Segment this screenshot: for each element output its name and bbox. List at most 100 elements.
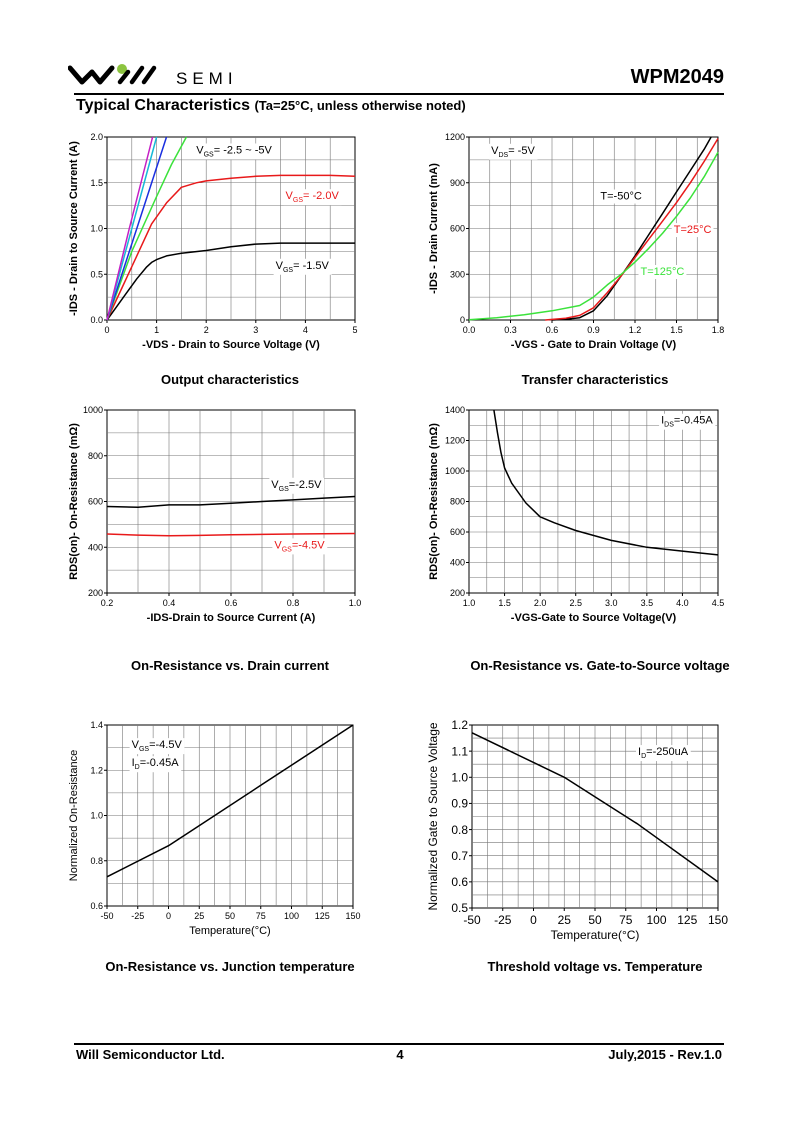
series-label: VGS= -1.5V bbox=[276, 260, 330, 274]
x-tick-label: 50 bbox=[225, 911, 235, 921]
x-tick-label: 3.5 bbox=[641, 598, 654, 608]
output-characteristics-chart: 0 1 2 3 4 5 0.0 0.5 1.0 1.5 2.0 VGS= -2.5 ~ -5V VGS=… bbox=[68, 132, 358, 351]
series-line bbox=[545, 138, 719, 321]
series-label-bg bbox=[269, 477, 325, 494]
x-tick-label: 1.5 bbox=[498, 598, 511, 608]
caption-output: Output characteristics bbox=[161, 372, 299, 387]
x-tick-label: -25 bbox=[494, 913, 512, 927]
series-label-bg bbox=[129, 756, 182, 773]
x-axis-label: Temperature(°C) bbox=[189, 925, 270, 937]
x-tick-label: 2 bbox=[204, 325, 209, 335]
series-label-bg bbox=[636, 745, 691, 762]
section-title-text: Typical Characteristics bbox=[76, 97, 251, 114]
y-tick-label: 1200 bbox=[445, 132, 465, 142]
will-logo-icon bbox=[68, 64, 157, 85]
y-tick-label: 0 bbox=[460, 315, 465, 325]
y-tick-label: 2.0 bbox=[90, 132, 103, 142]
series-label-bg bbox=[598, 189, 644, 204]
series-label: VGS=-4.5V bbox=[274, 539, 325, 553]
series-label-bg bbox=[489, 143, 538, 160]
y-tick-label: 0.8 bbox=[451, 823, 468, 837]
series-label-bg bbox=[273, 258, 332, 275]
x-tick-label: 2.5 bbox=[569, 598, 582, 608]
y-tick-label: 0.6 bbox=[90, 901, 103, 911]
x-tick-label: 0.6 bbox=[225, 598, 238, 608]
x-tick-label: 5 bbox=[352, 325, 357, 335]
series-label-bg bbox=[194, 143, 275, 160]
y-axis-label: -IDS - Drain to Source Current (A) bbox=[68, 141, 80, 316]
x-tick-label: 0.2 bbox=[101, 598, 114, 608]
y-tick-label: 400 bbox=[450, 558, 465, 568]
section-conditions: (Ta=25°C, unless otherwise noted) bbox=[254, 98, 466, 113]
x-axis-label: -VGS-Gate to Source Voltage(V) bbox=[511, 612, 677, 624]
series-line bbox=[106, 724, 354, 878]
y-tick-label: 0.7 bbox=[451, 849, 468, 863]
series-label: ID=-250uA bbox=[638, 746, 689, 760]
y-tick-label: 0.8 bbox=[90, 856, 103, 866]
y-tick-label: 600 bbox=[450, 224, 465, 234]
y-axis-label: Normalized On-Resistance bbox=[68, 750, 80, 881]
series-line bbox=[106, 136, 158, 321]
y-axis-label: -IDS - Drain Current (mA) bbox=[428, 163, 440, 294]
y-tick-label: 800 bbox=[450, 497, 465, 507]
x-tick-label: 75 bbox=[619, 913, 633, 927]
x-axis-label: Temperature(°C) bbox=[551, 928, 640, 942]
x-axis-label: -VGS - Gate to Drain Voltage (V) bbox=[511, 339, 677, 351]
x-tick-label: 1.2 bbox=[629, 325, 642, 335]
y-tick-label: 200 bbox=[450, 588, 465, 598]
y-tick-label: 0.0 bbox=[90, 315, 103, 325]
y-tick-label: 1000 bbox=[445, 466, 465, 476]
series-line bbox=[106, 136, 188, 321]
series-label: VGS= -2.5 ~ -5V bbox=[196, 144, 272, 158]
x-tick-label: 0 bbox=[530, 913, 537, 927]
x-tick-label: 0.6 bbox=[546, 325, 559, 335]
x-tick-label: -50 bbox=[463, 913, 481, 927]
series-label-bg bbox=[638, 265, 687, 280]
x-tick-label: 1.0 bbox=[463, 598, 476, 608]
y-tick-label: 1.2 bbox=[451, 718, 468, 732]
series-label-bg bbox=[659, 413, 716, 430]
section-title: Typical Characteristics (Ta=25°C, unless… bbox=[76, 97, 466, 115]
y-tick-label: 600 bbox=[450, 527, 465, 537]
series-line bbox=[106, 136, 154, 321]
x-tick-label: 4 bbox=[303, 325, 308, 335]
brand-text: SEMI bbox=[176, 69, 238, 88]
x-tick-label: 50 bbox=[588, 913, 602, 927]
y-tick-label: 600 bbox=[88, 497, 103, 507]
series-label: T=125°C bbox=[641, 266, 685, 278]
y-tick-label: 300 bbox=[450, 269, 465, 279]
series-line bbox=[471, 732, 719, 883]
threshold-voltage-vs-temperature-chart: -50 -25 0 25 50 75 100 125 150 0.5 0.6 0.7 0.8 0.9 1.0… bbox=[426, 718, 728, 942]
y-axis-label: RDS(on)- On-Resistance (mΩ) bbox=[428, 423, 440, 580]
x-tick-label: 125 bbox=[677, 913, 697, 927]
x-tick-label: 150 bbox=[708, 913, 728, 927]
on-resistance-vs-gate-voltage-chart: 1.0 1.5 2.0 2.5 3.0 3.5 4.0 4.5 200 400 600 800 1000… bbox=[428, 405, 724, 624]
y-tick-label: 800 bbox=[88, 451, 103, 461]
x-tick-label: 0.4 bbox=[163, 598, 176, 608]
y-tick-label: 1.2 bbox=[90, 765, 103, 775]
y-tick-label: 1.4 bbox=[90, 720, 103, 730]
series-line bbox=[106, 532, 356, 537]
caption-transfer: Transfer characteristics bbox=[521, 372, 669, 387]
x-tick-label: 100 bbox=[284, 911, 299, 921]
x-tick-label: 0.9 bbox=[587, 325, 600, 335]
y-tick-label: 0.5 bbox=[90, 269, 103, 279]
x-tick-label: 100 bbox=[646, 913, 666, 927]
x-tick-label: -25 bbox=[131, 911, 144, 921]
x-tick-label: 0.8 bbox=[287, 598, 300, 608]
caption-rds-temp: On-Resistance vs. Junction temperature bbox=[105, 959, 355, 974]
x-tick-label: 4.0 bbox=[676, 598, 689, 608]
x-tick-label: 3.0 bbox=[605, 598, 618, 608]
series-label: VDS= -5V bbox=[491, 145, 535, 159]
part-number: WPM2049 bbox=[630, 66, 724, 88]
header-rule bbox=[74, 93, 724, 95]
y-axis-label: Normalized Gate to Source Voltage bbox=[426, 722, 440, 910]
series-label-bg bbox=[272, 538, 328, 555]
series-label: ID=-0.45A bbox=[132, 757, 180, 771]
y-tick-label: 1400 bbox=[445, 405, 465, 415]
series-line bbox=[551, 136, 712, 321]
series-line bbox=[106, 136, 168, 321]
y-tick-label: 1000 bbox=[83, 405, 103, 415]
footer-company: Will Semiconductor Ltd. bbox=[76, 1047, 225, 1062]
